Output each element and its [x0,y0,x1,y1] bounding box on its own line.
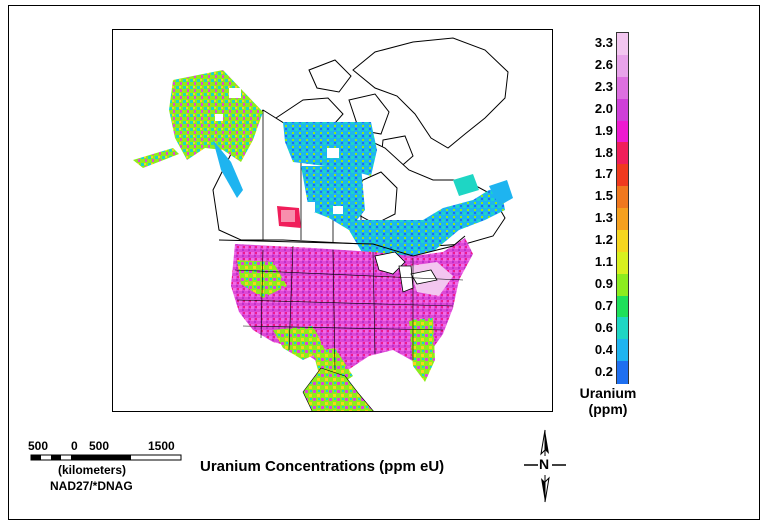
legend-label: 2.3 [594,78,613,94]
legend-swatch [617,186,628,209]
legend-color-bar [616,32,629,384]
legend-label: 1.7 [594,166,613,182]
legend-label: 1.5 [594,188,613,204]
map-datum: NAD27/*DNAG [50,479,133,493]
legend-swatch [617,251,628,275]
legend-swatch [617,295,628,318]
legend-label: 3.3 [594,35,613,50]
legend-label: 0.4 [594,341,613,357]
legend-label: 1.8 [594,144,613,160]
scale-label-0: 0 [71,439,78,453]
legend-label: 1.9 [594,122,613,138]
map-title: Uranium Concentrations (ppm eU) [200,458,445,475]
legend-title: Uranium [579,385,637,401]
scale-ruler [30,454,182,461]
north-arrow-icon [524,429,566,503]
legend-label: 0.2 [594,363,613,379]
legend-label: 1.3 [594,210,613,226]
scale-bar: 500 0 500 1500 (kilometers) NAD27/*DNAG [28,436,198,496]
north-arrow: N [520,428,570,506]
legend-swatch [617,76,628,100]
legend-label: 1.2 [594,232,613,248]
legend-swatch [617,120,628,143]
scale-label-500-left: 500 [28,439,49,453]
legend-label: 2.6 [594,56,613,72]
north-label: N [539,456,550,472]
legend-swatch [617,361,628,384]
legend-label: 0.6 [594,319,613,335]
legend-swatch [617,54,628,78]
legend-label: 0.9 [594,275,613,291]
legend-swatch [617,164,628,187]
scale-label-500: 500 [89,439,110,453]
scale-label-1500: 1500 [148,439,175,453]
north-america-map [133,37,513,411]
legend-swatch [617,273,628,296]
legend-swatch [617,317,628,340]
legend-swatch [617,98,628,121]
legend-swatch [617,142,628,165]
legend-label: 1.1 [594,254,613,269]
figure-frame [8,5,760,520]
legend-label: 2.0 [594,100,613,116]
legend-title-unit: (ppm) [588,401,628,417]
map-panel [112,29,553,412]
legend-label: 0.7 [594,297,613,313]
legend-swatch [617,208,628,231]
scale-unit: (kilometers) [58,463,127,477]
legend-swatch [617,33,628,56]
legend-swatch [617,229,628,253]
legend-swatch [617,339,628,362]
